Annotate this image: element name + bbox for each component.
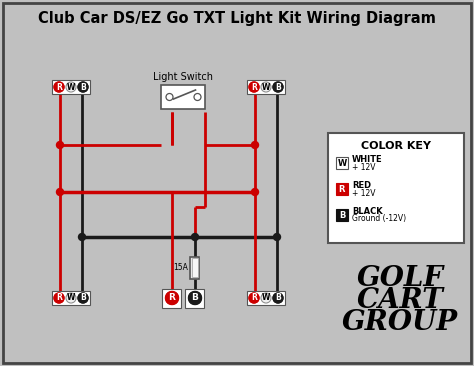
Circle shape [191,234,199,240]
FancyBboxPatch shape [191,257,200,279]
FancyBboxPatch shape [328,133,464,243]
Circle shape [54,82,64,92]
FancyBboxPatch shape [336,183,348,195]
Circle shape [78,82,88,92]
FancyBboxPatch shape [192,258,198,277]
Circle shape [249,293,259,303]
Text: GOLF: GOLF [356,265,444,291]
Text: W: W [67,294,75,303]
FancyBboxPatch shape [247,291,285,305]
Text: BLACK: BLACK [352,206,383,216]
Circle shape [165,291,179,305]
Text: B: B [275,294,281,303]
Text: R: R [56,82,62,92]
Text: Club Car DS/EZ Go TXT Light Kit Wiring Diagram: Club Car DS/EZ Go TXT Light Kit Wiring D… [38,11,436,26]
FancyBboxPatch shape [185,288,204,307]
Circle shape [273,293,283,303]
Text: B: B [191,294,199,303]
Circle shape [66,293,76,303]
FancyBboxPatch shape [162,85,206,109]
Text: W: W [262,82,270,92]
Circle shape [273,82,283,92]
Text: W: W [262,294,270,303]
Text: B: B [80,294,86,303]
Circle shape [249,82,259,92]
Circle shape [54,293,64,303]
Text: 15A: 15A [173,263,189,272]
Circle shape [78,293,88,303]
FancyBboxPatch shape [336,157,348,169]
Text: R: R [56,294,62,303]
Text: CART: CART [356,287,444,314]
Text: + 12V: + 12V [352,188,375,198]
Circle shape [56,142,64,149]
Text: B: B [339,210,345,220]
Text: GROUP: GROUP [342,309,458,336]
FancyBboxPatch shape [52,80,90,94]
Text: B: B [275,82,281,92]
Circle shape [261,293,271,303]
FancyBboxPatch shape [163,288,182,307]
Circle shape [189,291,201,305]
Text: RED: RED [352,180,371,190]
FancyBboxPatch shape [3,3,471,363]
Text: W: W [67,82,75,92]
Text: WHITE: WHITE [352,154,383,164]
Text: W: W [337,158,346,168]
Circle shape [252,142,258,149]
Circle shape [252,188,258,195]
FancyBboxPatch shape [247,80,285,94]
Text: Ground (-12V): Ground (-12V) [352,214,406,224]
Text: R: R [169,294,175,303]
Text: B: B [80,82,86,92]
Circle shape [56,188,64,195]
Text: R: R [251,294,257,303]
Text: + 12V: + 12V [352,163,375,172]
Circle shape [273,234,281,240]
FancyBboxPatch shape [336,209,348,221]
Text: COLOR KEY: COLOR KEY [361,141,431,151]
Circle shape [66,82,76,92]
Text: Light Switch: Light Switch [154,72,213,82]
Text: R: R [339,184,345,194]
Circle shape [261,82,271,92]
Circle shape [79,234,85,240]
FancyBboxPatch shape [52,291,90,305]
Text: R: R [251,82,257,92]
